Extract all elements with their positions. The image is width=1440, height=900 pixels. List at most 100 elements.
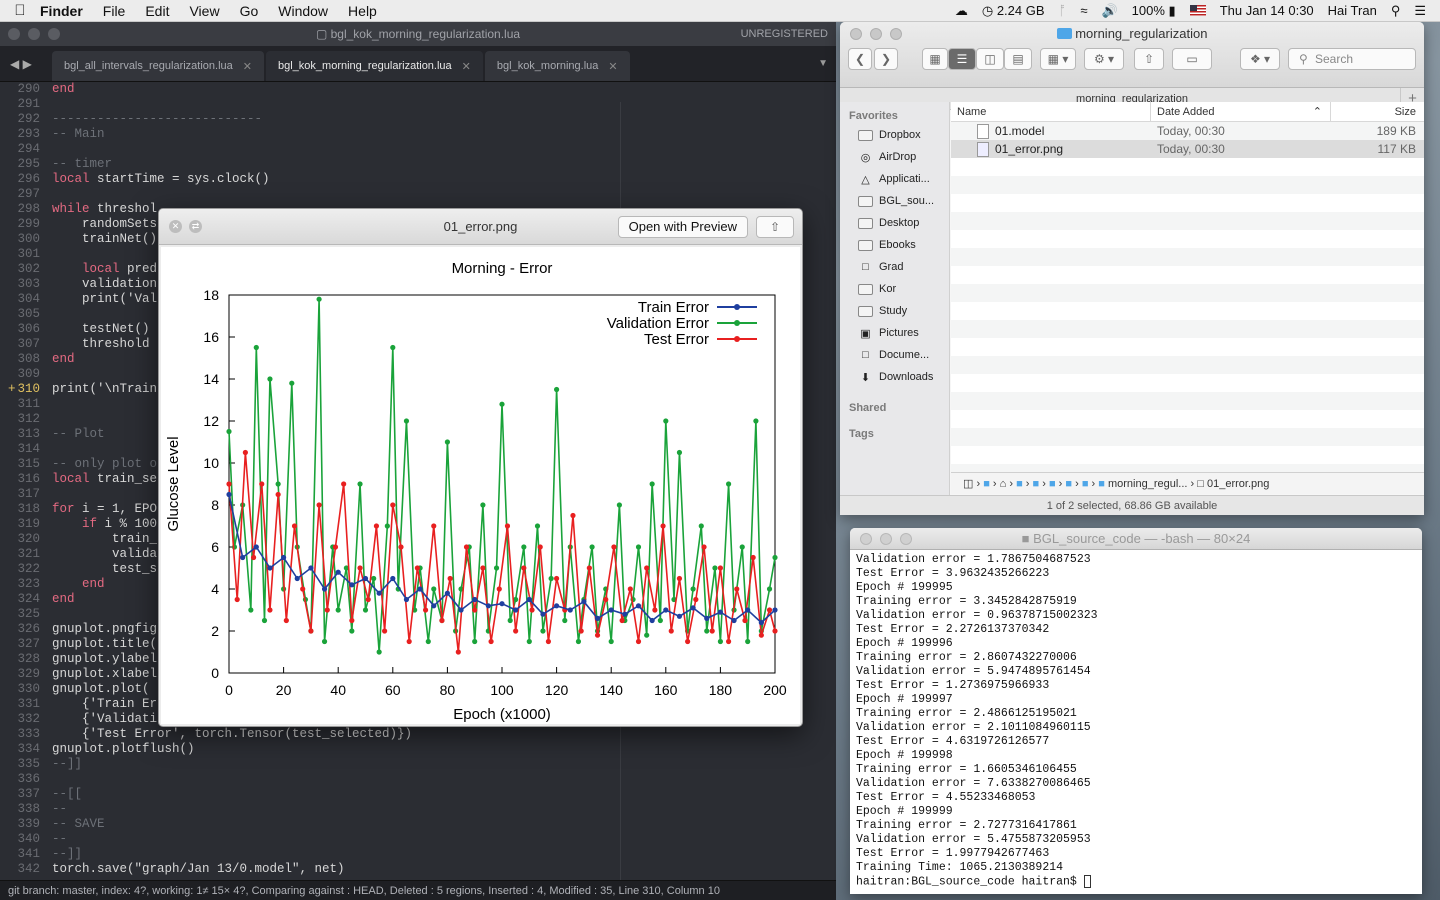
code-line[interactable]: 322 test_s (0, 562, 836, 577)
close-tab-icon[interactable]: ✕ (608, 60, 618, 73)
disk-icon[interactable]: ◫ (963, 478, 974, 490)
sidebar-item-pictures[interactable]: ▣ Pictures (840, 322, 949, 344)
us-flag-input-icon[interactable] (1189, 5, 1206, 16)
zoom-window-button[interactable] (900, 533, 912, 545)
minimize-window-button[interactable] (880, 533, 892, 545)
folder-icon[interactable]: ■ (1065, 478, 1073, 490)
file-row-model[interactable]: 01.model Today, 00:30 189 KB (951, 122, 1424, 140)
code-line[interactable]: 303 validation (0, 277, 836, 292)
path-folder-morning[interactable]: ■ morning_regul... (1098, 478, 1187, 490)
code-line[interactable]: 319 if i % 100 (0, 517, 836, 532)
battery-indicator[interactable]: 100% ▮ (1132, 3, 1176, 19)
code-line[interactable]: 339 -- SAVE (0, 817, 836, 832)
sidebar-item-documents[interactable]: □ Docume... (840, 344, 949, 366)
folder-icon[interactable]: ■ (1016, 478, 1023, 490)
sidebar-item-kor[interactable]: Kor (840, 278, 949, 300)
close-quicklook-icon[interactable]: ✕ (169, 220, 182, 233)
search-field[interactable]: ⚲ Search (1288, 48, 1416, 70)
volume-icon[interactable]: 🔊 (1101, 2, 1118, 18)
code-line[interactable]: 318 for i = 1, EPO (0, 502, 836, 517)
dropbox-button[interactable]: ❖ ▾ (1240, 48, 1280, 70)
zoom-window-button[interactable] (890, 28, 902, 40)
memory-indicator[interactable]: ◷ 2.24 GB (982, 3, 1045, 19)
code-line[interactable]: 335 --]] (0, 757, 836, 772)
code-line[interactable]: 334 gnuplot.plotflush() (0, 742, 836, 757)
code-line[interactable]: 300 trainNet() (0, 232, 836, 247)
bluetooth-icon[interactable]: ᚩ (1058, 3, 1067, 18)
code-line[interactable]: 294 (0, 142, 836, 157)
code-line[interactable]: 314 (0, 442, 836, 457)
share-button[interactable]: ⇧ (1134, 48, 1164, 70)
user-folder-icon[interactable]: ■ (983, 478, 990, 490)
cloud-app-icon[interactable]: ☁ (954, 2, 968, 18)
sidebar-item-airdrop[interactable]: ◎ AirDrop (840, 146, 949, 168)
menu-edit[interactable]: Edit (145, 2, 170, 19)
code-line[interactable]: 301 (0, 247, 836, 262)
sidebar-item-bgl-source[interactable]: BGL_sou... (840, 190, 949, 212)
terminal-output[interactable]: Validation error = 1.7867504687523 Test E… (850, 550, 1422, 893)
spotlight-search-icon[interactable]: ⚲ (1390, 2, 1401, 18)
close-window-button[interactable] (8, 28, 20, 40)
column-size-header[interactable]: Size (1394, 106, 1416, 118)
code-line[interactable]: 298 while threshol (0, 202, 836, 217)
code-line[interactable]: 302 local pred (0, 262, 836, 277)
code-line[interactable]: 330 gnuplot.plot( (0, 682, 836, 697)
code-line[interactable]: 305 (0, 307, 836, 322)
minimize-window-button[interactable] (28, 28, 40, 40)
code-line[interactable]: 297 (0, 187, 836, 202)
chevron-right-icon[interactable]: ▶ (22, 56, 32, 71)
code-line[interactable]: 296 local startTime = sys.clock() (0, 172, 836, 187)
icon-view-button[interactable]: ▦ (922, 48, 948, 70)
code-line[interactable]: 341 --]] (0, 847, 836, 862)
sidebar-item-downloads[interactable]: ⬇ Downloads (840, 366, 949, 388)
code-line[interactable]: 299 randomSets (0, 217, 836, 232)
apple-logo-icon[interactable]:  (0, 2, 40, 19)
tab-bgl-all-intervals[interactable]: bgl_all_intervals_regularization.lua ✕ (52, 51, 264, 81)
code-line[interactable]: 312 (0, 412, 836, 427)
tab-bgl-kok-morning[interactable]: bgl_kok_morning.lua ✕ (484, 51, 630, 81)
minimize-window-button[interactable] (870, 28, 882, 40)
column-name-header[interactable]: Name (951, 102, 1151, 121)
folder-icon[interactable]: ■ (1048, 478, 1056, 490)
editor-titlebar[interactable]: ▢ bgl_kok_morning_regularization.lua UNR… (0, 22, 836, 46)
code-line[interactable]: 295 -- timer (0, 157, 836, 172)
zoom-window-button[interactable] (48, 28, 60, 40)
user-name[interactable]: Hai Tran (1327, 3, 1377, 18)
code-line[interactable]: 320 train_ (0, 532, 836, 547)
code-line[interactable]: 332 {'Validati (0, 712, 836, 727)
code-line[interactable]: 326 gnuplot.pngfig (0, 622, 836, 637)
folder-icon[interactable]: ■ (1081, 478, 1089, 490)
sidebar-item-ebooks[interactable]: Ebooks (840, 234, 949, 256)
sidebar-item-dropbox[interactable]: Dropbox (840, 124, 949, 146)
close-window-button[interactable] (850, 28, 862, 40)
code-line[interactable]: 293 -- Main (0, 127, 836, 142)
code-line[interactable]: 327 gnuplot.title( (0, 637, 836, 652)
open-with-preview-button[interactable]: Open with Preview (617, 216, 748, 238)
sidebar-item-grad[interactable]: □ Grad (840, 256, 949, 278)
code-line[interactable]: 313 -- Plot (0, 427, 836, 442)
action-button[interactable]: ⚙ ▾ (1084, 48, 1124, 70)
back-button[interactable]: ❮ (848, 48, 872, 70)
sidebar-item-applications[interactable]: △ Applicati... (840, 168, 949, 190)
sidebar-item-study[interactable]: Study (840, 300, 949, 322)
code-line[interactable]: 325 (0, 607, 836, 622)
wifi-icon[interactable]: ≈ (1080, 3, 1088, 18)
code-line[interactable]: 342 torch.save("graph/Jan 13/0.model", ne… (0, 862, 836, 877)
code-line[interactable]: 311 (0, 397, 836, 412)
code-line[interactable]: 290 end (0, 82, 836, 97)
code-line[interactable]: 340 -- (0, 832, 836, 847)
code-line[interactable]: 331 {'Train Er (0, 697, 836, 712)
menu-window[interactable]: Window (278, 2, 329, 19)
close-tab-icon[interactable]: ✕ (242, 60, 252, 73)
close-tab-icon[interactable]: ✕ (461, 60, 471, 73)
sidebar-shared-header[interactable]: Shared (849, 402, 887, 414)
menu-view[interactable]: View (189, 2, 220, 19)
code-line[interactable]: 317 (0, 487, 836, 502)
menu-app-name[interactable]: Finder (40, 2, 83, 19)
code-line[interactable]: 336 (0, 772, 836, 787)
menu-help[interactable]: Help (348, 2, 377, 19)
column-date-header[interactable]: Date Added ⌃ (1151, 102, 1331, 121)
sidebar-item-desktop[interactable]: Desktop (840, 212, 949, 234)
coverflow-view-button[interactable]: ▤ (1004, 48, 1032, 70)
code-line[interactable]: 337 --[[ (0, 787, 836, 802)
